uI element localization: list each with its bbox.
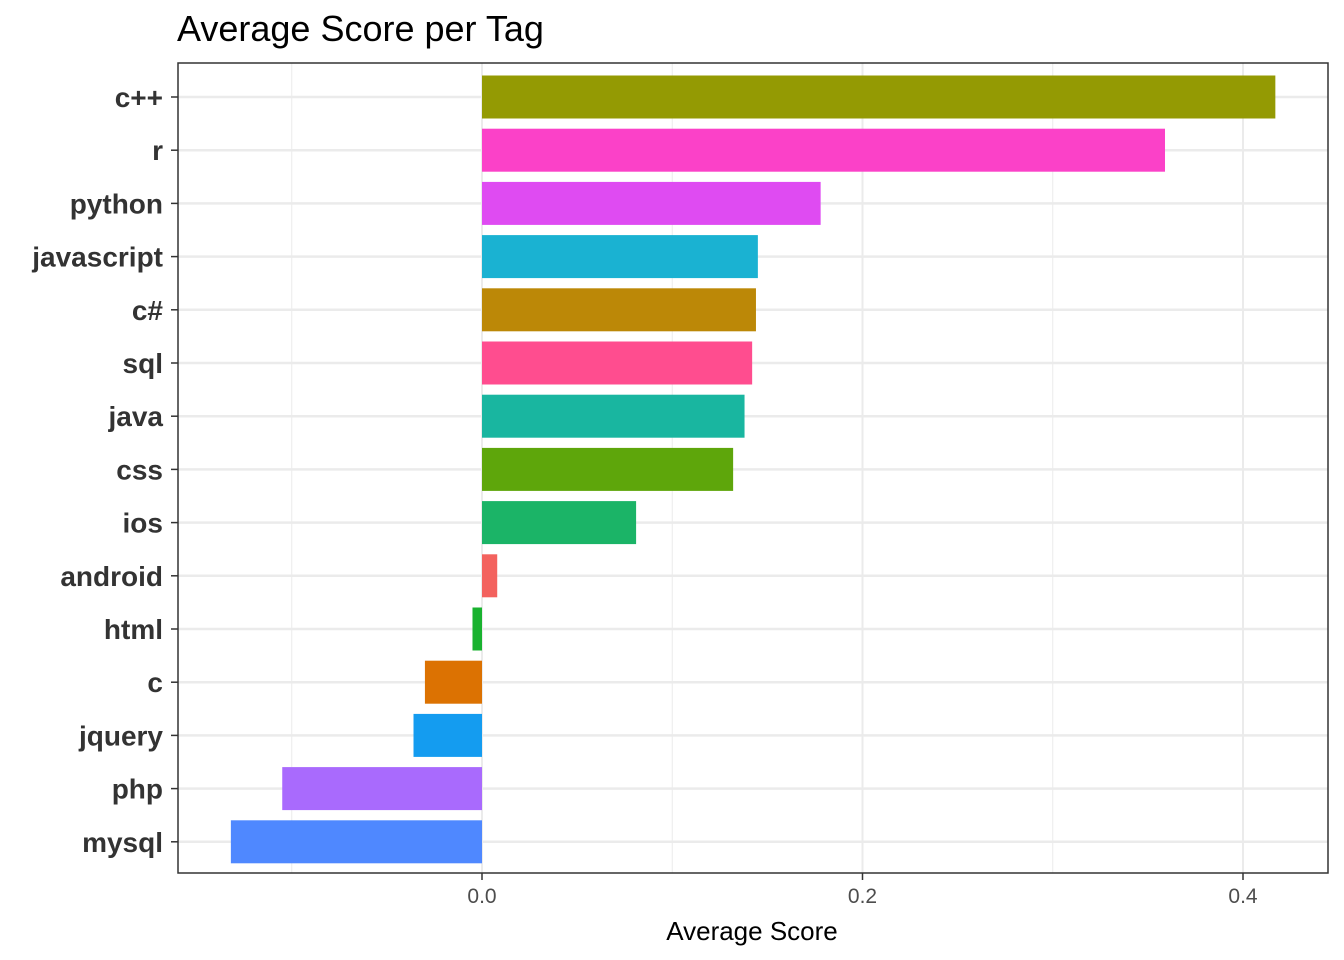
y-tick-label: ios [123, 508, 163, 539]
bar-ios [482, 501, 637, 545]
y-tick-label: html [104, 614, 163, 645]
bar-php [282, 767, 482, 811]
y-tick-label: javascript [31, 242, 163, 273]
bar-c# [482, 288, 756, 332]
bar-javascript [482, 235, 758, 279]
bar-android [482, 554, 498, 598]
y-tick-label: python [70, 188, 163, 219]
y-tick-label: jquery [78, 720, 163, 751]
y-tick-label: sql [123, 348, 163, 379]
y-tick-label: css [116, 454, 163, 485]
chart-title: Average Score per Tag [177, 8, 544, 49]
bar-jquery [413, 713, 482, 757]
bar-sql [482, 341, 753, 385]
bars [230, 75, 1276, 864]
y-tick-label: java [108, 401, 164, 432]
bar-java [482, 394, 745, 438]
y-tick-label: r [152, 135, 163, 166]
y-tick-label: c++ [115, 82, 163, 113]
bar-r [482, 128, 1165, 172]
x-tick-label: 0.2 [848, 885, 877, 908]
x-tick-label: 0.0 [467, 885, 496, 908]
y-tick-label: php [112, 774, 163, 805]
bar-css [482, 447, 734, 491]
x-axis: 0.0 0.2 0.4 [467, 873, 1258, 908]
y-axis: c++ r python javascript c# sql java css ios andro… [31, 82, 178, 858]
bar-c++ [482, 75, 1276, 119]
x-axis-title: Average Score [666, 916, 838, 946]
y-tick-label: c# [132, 295, 164, 326]
y-tick-label: mysql [82, 827, 163, 858]
panel-border [177, 62, 1329, 874]
bar-c [424, 660, 482, 704]
bar-mysql [230, 820, 482, 864]
bar-python [482, 181, 821, 225]
y-tick-label: c [147, 667, 163, 698]
x-tick-label: 0.4 [1228, 885, 1258, 908]
y-tick-label: android [60, 561, 163, 592]
bar-html [472, 607, 482, 651]
